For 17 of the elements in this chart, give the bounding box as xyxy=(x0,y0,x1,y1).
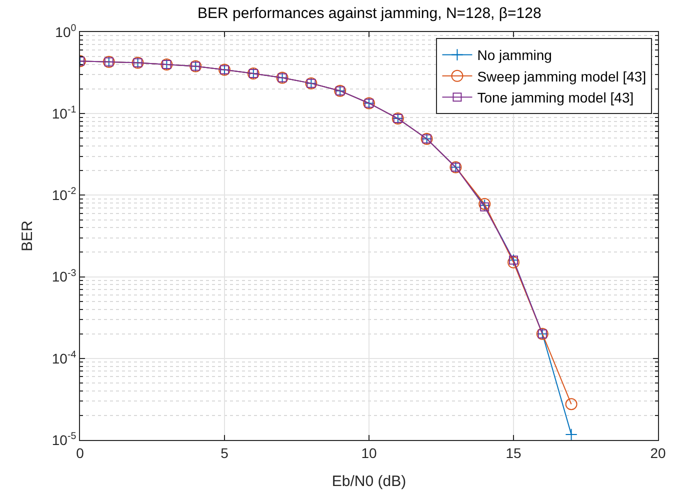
y-axis-title: BER xyxy=(19,220,36,252)
x-axis-title: Eb/N0 (dB) xyxy=(332,472,406,490)
legend-label: No jamming xyxy=(477,47,552,64)
x-tick-label: 0 xyxy=(76,444,84,461)
x-tick-label: 5 xyxy=(220,444,229,461)
chart-title: BER performances against jamming, N=128, β=128 xyxy=(198,5,542,22)
x-tick-label: 20 xyxy=(650,444,666,461)
legend-label: Sweep jamming model [43] xyxy=(477,68,646,84)
x-tick-label: 15 xyxy=(506,444,522,461)
y-tick-label: 10$^{-1}$ xyxy=(52,104,76,122)
y-tick-label: 10$^{-5}$ xyxy=(52,431,77,448)
y-tick-label: 10$^{0}$ xyxy=(55,23,77,40)
y-tick-label: 10$^{-2}$ xyxy=(52,186,76,204)
x-tick-label: 10 xyxy=(361,444,377,461)
y-tick-label: 10$^{-4}$ xyxy=(52,349,77,366)
y-tick-label: 10$^{-3}$ xyxy=(52,268,77,285)
legend-label: Tone jamming model [43] xyxy=(477,90,634,106)
